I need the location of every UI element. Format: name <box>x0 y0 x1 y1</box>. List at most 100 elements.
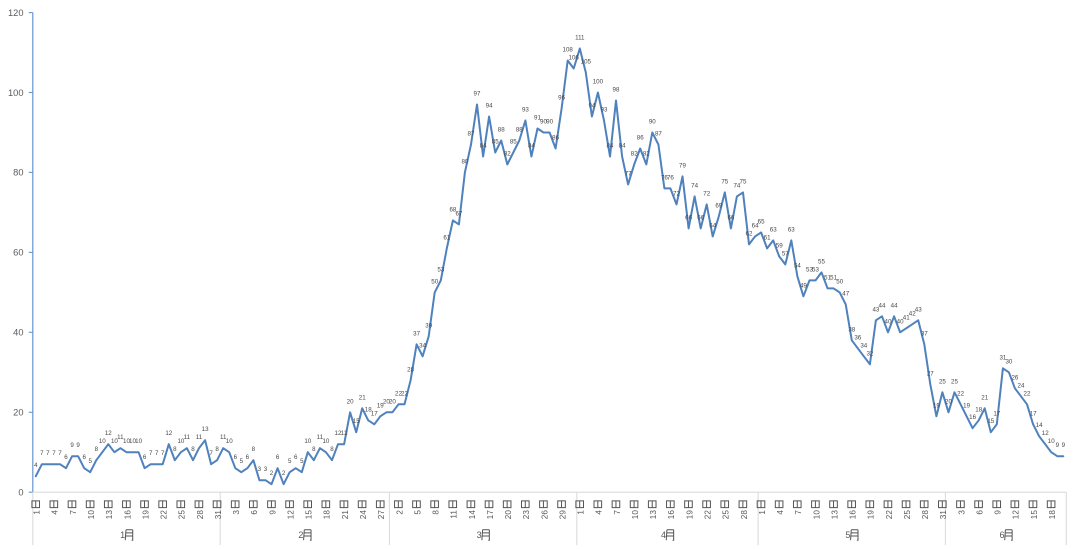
svg-text:60: 60 <box>13 248 23 258</box>
svg-text:6: 6 <box>143 454 147 461</box>
svg-text:8: 8 <box>252 446 256 453</box>
svg-text:1: 1 <box>33 510 42 515</box>
svg-text:3: 3 <box>957 510 966 515</box>
svg-text:34: 34 <box>419 342 426 349</box>
svg-text:6: 6 <box>975 510 984 515</box>
svg-text:22: 22 <box>885 510 894 520</box>
svg-text:19: 19 <box>377 402 384 409</box>
svg-text:11: 11 <box>196 434 203 441</box>
svg-text:12: 12 <box>341 430 348 437</box>
svg-text:27: 27 <box>927 370 934 377</box>
svg-text:75: 75 <box>740 178 747 185</box>
svg-text:8: 8 <box>173 446 177 453</box>
svg-text:0: 0 <box>18 488 23 498</box>
svg-text:90: 90 <box>540 119 547 126</box>
svg-text:10: 10 <box>111 438 118 445</box>
svg-text:9: 9 <box>70 442 74 449</box>
svg-text:28: 28 <box>740 510 749 520</box>
svg-text:86: 86 <box>552 135 559 142</box>
svg-text:84: 84 <box>528 143 535 150</box>
svg-text:5: 5 <box>300 458 304 465</box>
svg-text:111: 111 <box>575 35 585 42</box>
svg-text:2: 2 <box>270 470 274 477</box>
svg-text:8: 8 <box>432 510 441 515</box>
svg-text:19: 19 <box>933 402 940 409</box>
svg-text:16: 16 <box>123 510 132 520</box>
svg-text:4: 4 <box>776 510 785 515</box>
svg-text:10: 10 <box>322 438 329 445</box>
svg-text:6: 6 <box>276 454 280 461</box>
svg-text:7: 7 <box>52 450 56 457</box>
svg-text:30: 30 <box>1005 358 1012 365</box>
svg-text:3: 3 <box>477 530 482 540</box>
svg-text:10: 10 <box>135 438 142 445</box>
svg-text:88: 88 <box>498 127 505 134</box>
svg-text:47: 47 <box>842 290 849 297</box>
svg-text:6: 6 <box>999 530 1004 540</box>
svg-text:66: 66 <box>685 214 692 221</box>
svg-text:13: 13 <box>105 510 114 520</box>
svg-text:84: 84 <box>480 143 487 150</box>
svg-text:10: 10 <box>129 438 136 445</box>
svg-text:1: 1 <box>120 530 125 540</box>
svg-text:84: 84 <box>607 143 614 150</box>
svg-text:10: 10 <box>99 438 106 445</box>
svg-text:87: 87 <box>468 131 475 138</box>
svg-text:20: 20 <box>389 398 396 405</box>
svg-text:80: 80 <box>461 158 468 165</box>
svg-text:40: 40 <box>885 318 892 325</box>
svg-text:41: 41 <box>903 314 910 321</box>
svg-text:4: 4 <box>595 510 604 515</box>
svg-text:82: 82 <box>631 150 638 157</box>
svg-text:61: 61 <box>764 234 771 241</box>
svg-text:36: 36 <box>854 334 861 341</box>
svg-text:53: 53 <box>437 266 444 273</box>
svg-text:74: 74 <box>691 182 698 189</box>
svg-text:8: 8 <box>215 446 219 453</box>
svg-text:6: 6 <box>294 454 298 461</box>
svg-text:14: 14 <box>468 510 477 520</box>
svg-text:40: 40 <box>897 318 904 325</box>
svg-text:8: 8 <box>95 446 99 453</box>
svg-text:13: 13 <box>830 510 839 520</box>
svg-text:15: 15 <box>353 418 360 425</box>
svg-text:51: 51 <box>830 274 837 281</box>
svg-text:1: 1 <box>577 510 586 515</box>
svg-text:75: 75 <box>721 178 728 185</box>
svg-text:31: 31 <box>999 354 1006 361</box>
svg-text:100: 100 <box>8 88 24 98</box>
svg-text:5: 5 <box>845 530 850 540</box>
svg-text:19: 19 <box>867 510 876 520</box>
svg-text:31: 31 <box>214 510 223 520</box>
svg-text:96: 96 <box>558 95 565 102</box>
svg-text:14: 14 <box>1036 422 1043 429</box>
svg-text:18: 18 <box>975 406 982 413</box>
svg-text:7: 7 <box>58 450 62 457</box>
svg-text:2: 2 <box>282 470 286 477</box>
svg-text:91: 91 <box>534 115 541 122</box>
svg-text:44: 44 <box>891 302 898 309</box>
svg-text:19: 19 <box>685 510 694 520</box>
svg-text:1: 1 <box>758 510 767 515</box>
svg-text:8: 8 <box>191 446 195 453</box>
svg-text:87: 87 <box>655 131 662 138</box>
svg-text:21: 21 <box>981 394 988 401</box>
svg-text:17: 17 <box>993 410 1000 417</box>
svg-text:5: 5 <box>288 458 292 465</box>
svg-text:22: 22 <box>401 390 408 397</box>
svg-text:12: 12 <box>335 430 342 437</box>
svg-text:98: 98 <box>613 87 620 94</box>
svg-text:64: 64 <box>752 222 759 229</box>
svg-text:11: 11 <box>220 434 227 441</box>
svg-text:3: 3 <box>264 466 268 473</box>
svg-text:2: 2 <box>395 510 404 515</box>
svg-text:40: 40 <box>13 328 23 338</box>
svg-text:10: 10 <box>304 438 311 445</box>
svg-text:5: 5 <box>88 458 92 465</box>
svg-text:20: 20 <box>347 398 354 405</box>
svg-text:37: 37 <box>413 330 420 337</box>
svg-text:12: 12 <box>165 430 172 437</box>
svg-text:9: 9 <box>994 510 1003 515</box>
svg-text:16: 16 <box>969 414 976 421</box>
svg-text:21: 21 <box>359 394 366 401</box>
